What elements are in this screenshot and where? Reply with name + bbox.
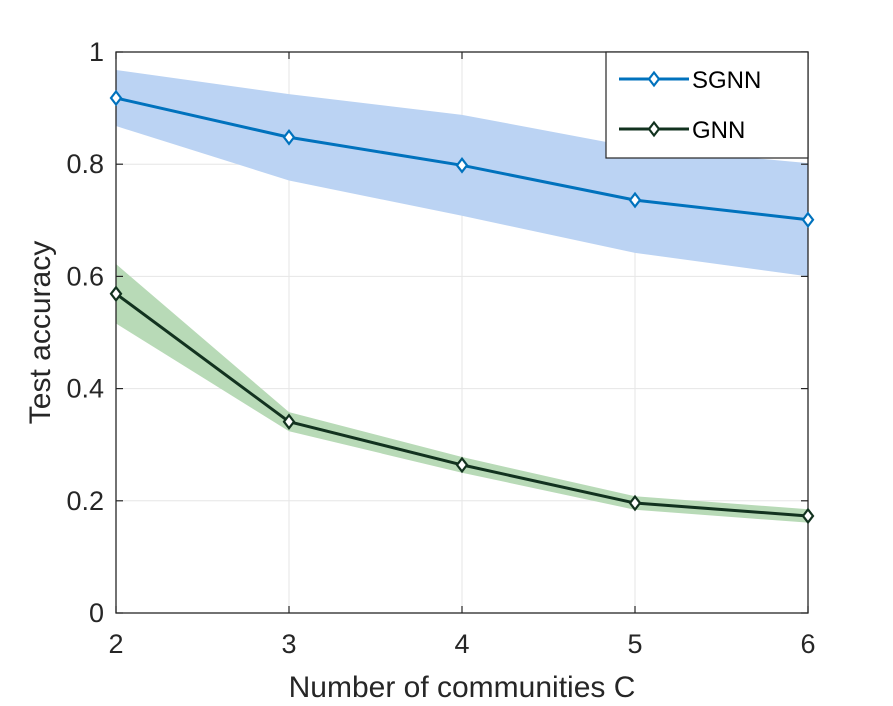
y-tick-label: 0 <box>89 598 104 628</box>
gnn-point <box>455 456 469 474</box>
sgnn-point <box>282 128 296 146</box>
y-tick-label: 0.6 <box>66 261 104 291</box>
tick-labels: 2 3 4 5 6 0 0.2 0.4 0.6 0.8 1 <box>66 37 815 659</box>
gnn-point <box>282 413 296 431</box>
x-tick-label: 4 <box>454 629 469 659</box>
sgnn-point <box>628 191 642 209</box>
sgnn-point <box>109 89 123 107</box>
series-markers <box>109 89 815 525</box>
gnn-point <box>109 285 123 303</box>
y-tick-label: 1 <box>89 37 104 67</box>
y-axis-label: Test accuracy <box>24 241 57 424</box>
legend-label-gnn: GNN <box>692 117 745 144</box>
gnn-point <box>628 494 642 512</box>
sgnn-point <box>455 157 469 174</box>
x-tick-label: 5 <box>627 629 642 659</box>
y-tick-label: 0.8 <box>66 149 104 179</box>
legend-marker-gnn <box>647 120 661 138</box>
x-tick-label: 2 <box>108 629 123 659</box>
legend-marker-sgnn <box>647 70 661 88</box>
legend-label-sgnn: SGNN <box>692 67 761 94</box>
gnn-point <box>801 507 815 525</box>
sgnn-point <box>801 211 815 229</box>
legend: SGNN GNN <box>605 51 809 159</box>
y-tick-label: 0.4 <box>66 374 104 404</box>
y-tick-label: 0.2 <box>66 486 104 516</box>
legend-box <box>605 51 809 159</box>
x-tick-label: 3 <box>281 629 296 659</box>
x-axis-label: Number of communities C <box>289 671 636 704</box>
x-tick-label: 6 <box>800 629 815 659</box>
